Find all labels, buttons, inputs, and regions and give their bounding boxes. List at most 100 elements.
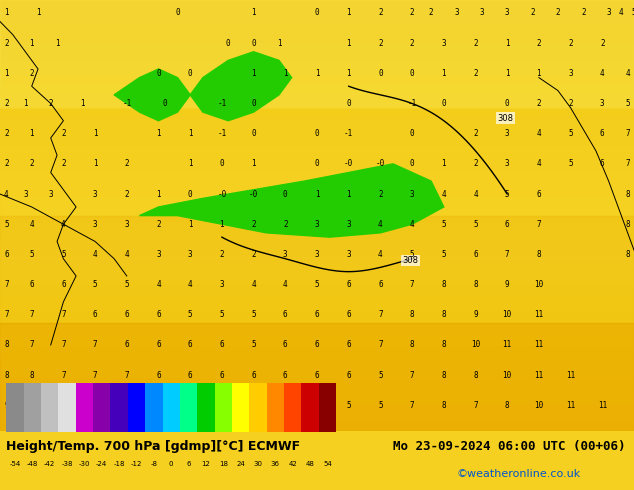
Text: 5: 5 xyxy=(625,99,630,108)
Text: 4: 4 xyxy=(124,250,129,259)
Text: 2: 2 xyxy=(156,220,161,229)
Text: 8: 8 xyxy=(473,370,478,380)
Text: 6: 6 xyxy=(314,310,320,319)
Text: 0: 0 xyxy=(410,129,415,138)
Text: 5: 5 xyxy=(4,220,9,229)
Text: 3: 3 xyxy=(454,8,459,18)
Text: -1: -1 xyxy=(344,129,353,138)
Text: 4: 4 xyxy=(188,280,193,289)
Text: 4: 4 xyxy=(619,8,624,18)
Text: 7: 7 xyxy=(29,310,34,319)
Text: 10: 10 xyxy=(534,280,543,289)
Bar xyxy=(110,383,128,432)
Text: 7: 7 xyxy=(410,370,415,380)
Text: 5: 5 xyxy=(219,310,224,319)
Text: 7: 7 xyxy=(156,401,161,410)
Text: 7: 7 xyxy=(410,401,415,410)
Text: 6: 6 xyxy=(251,401,256,410)
Text: 3: 3 xyxy=(441,39,446,48)
Text: 6: 6 xyxy=(314,370,320,380)
Bar xyxy=(6,383,23,432)
Text: 3: 3 xyxy=(600,99,605,108)
Text: 4: 4 xyxy=(4,190,9,198)
Text: 48: 48 xyxy=(306,461,314,467)
Text: 2: 2 xyxy=(124,159,129,169)
Text: 4: 4 xyxy=(283,280,288,289)
Text: -30: -30 xyxy=(79,461,90,467)
Text: 42: 42 xyxy=(288,461,297,467)
Bar xyxy=(284,383,301,432)
Bar xyxy=(93,383,110,432)
Text: 6: 6 xyxy=(156,341,161,349)
Text: 6: 6 xyxy=(186,461,191,467)
Text: 0: 0 xyxy=(378,69,383,78)
Text: 4: 4 xyxy=(378,220,383,229)
Text: 6: 6 xyxy=(124,310,129,319)
Text: 1: 1 xyxy=(156,129,161,138)
Text: -48: -48 xyxy=(27,461,38,467)
Text: 7: 7 xyxy=(378,310,383,319)
Bar xyxy=(58,383,75,432)
Text: 9: 9 xyxy=(4,401,9,410)
Text: 7: 7 xyxy=(536,220,541,229)
Text: 3: 3 xyxy=(93,220,98,229)
Text: 3: 3 xyxy=(124,220,129,229)
Text: 4: 4 xyxy=(441,190,446,198)
Text: 7: 7 xyxy=(61,310,66,319)
Text: 7: 7 xyxy=(93,341,98,349)
Text: 7: 7 xyxy=(93,370,98,380)
Text: 4: 4 xyxy=(93,250,98,259)
Text: 0: 0 xyxy=(314,129,320,138)
Text: 5: 5 xyxy=(251,310,256,319)
Text: 1: 1 xyxy=(23,99,28,108)
Text: 2: 2 xyxy=(473,39,478,48)
Text: 3: 3 xyxy=(505,129,510,138)
Bar xyxy=(128,383,145,432)
Text: 10: 10 xyxy=(503,310,512,319)
Text: 0: 0 xyxy=(314,8,320,18)
Text: 6: 6 xyxy=(219,341,224,349)
Text: 1: 1 xyxy=(80,99,85,108)
Text: 2: 2 xyxy=(473,159,478,169)
Text: 2: 2 xyxy=(581,8,586,18)
Text: 1: 1 xyxy=(93,129,98,138)
Text: 0: 0 xyxy=(175,8,180,18)
Text: 8: 8 xyxy=(441,280,446,289)
Text: 6: 6 xyxy=(473,250,478,259)
Text: 6: 6 xyxy=(346,341,351,349)
Text: -54: -54 xyxy=(10,461,21,467)
Text: 3: 3 xyxy=(606,8,611,18)
Text: 6: 6 xyxy=(124,341,129,349)
Text: 3: 3 xyxy=(23,190,28,198)
Text: 8: 8 xyxy=(410,310,415,319)
Text: 1: 1 xyxy=(251,8,256,18)
Text: 0: 0 xyxy=(226,39,231,48)
Text: 12: 12 xyxy=(202,461,210,467)
Text: 2: 2 xyxy=(4,129,9,138)
Text: 8: 8 xyxy=(4,370,9,380)
Text: 6: 6 xyxy=(283,310,288,319)
Text: 8: 8 xyxy=(625,250,630,259)
Text: 6: 6 xyxy=(4,250,9,259)
Text: 4: 4 xyxy=(410,220,415,229)
Text: 9: 9 xyxy=(505,280,510,289)
Text: 0: 0 xyxy=(410,159,415,169)
Text: 1: 1 xyxy=(29,39,34,48)
Text: 0: 0 xyxy=(188,69,193,78)
Text: 7: 7 xyxy=(124,370,129,380)
Text: 3: 3 xyxy=(156,250,161,259)
Text: 0: 0 xyxy=(314,159,320,169)
Text: 6: 6 xyxy=(219,401,224,410)
Text: 2: 2 xyxy=(4,159,9,169)
Text: 5: 5 xyxy=(346,401,351,410)
Text: 5: 5 xyxy=(61,250,66,259)
Text: 4: 4 xyxy=(378,250,383,259)
Text: 6: 6 xyxy=(156,370,161,380)
Text: 6: 6 xyxy=(536,190,541,198)
Text: 7: 7 xyxy=(61,341,66,349)
Text: 5: 5 xyxy=(188,310,193,319)
Text: 2: 2 xyxy=(29,69,34,78)
Text: 5: 5 xyxy=(378,370,383,380)
Text: -1: -1 xyxy=(122,99,131,108)
Bar xyxy=(180,383,197,432)
